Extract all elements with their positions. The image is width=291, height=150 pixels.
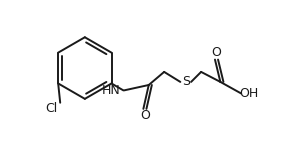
Text: OH: OH — [239, 87, 258, 100]
Text: O: O — [212, 46, 221, 59]
Text: HN: HN — [102, 84, 120, 97]
Text: S: S — [182, 75, 190, 88]
Text: Cl: Cl — [45, 102, 57, 115]
Text: O: O — [140, 109, 150, 122]
